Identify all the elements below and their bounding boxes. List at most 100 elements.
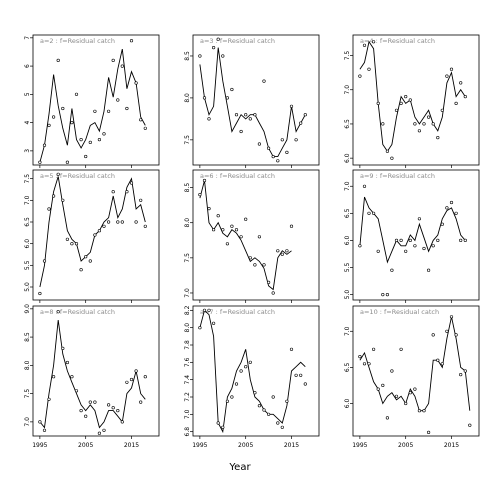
fitted-line	[199, 47, 306, 158]
observation-point	[106, 109, 111, 113]
observation-point	[449, 67, 454, 71]
observation-point	[125, 380, 129, 384]
observation-point	[42, 428, 47, 432]
observation-point	[56, 172, 60, 176]
observation-point	[289, 104, 294, 108]
observation-point	[358, 244, 362, 248]
observation-point	[230, 224, 234, 228]
observation-point	[280, 252, 284, 256]
y-tick-label: 6.5	[344, 119, 351, 129]
y-tick-label: 8.0	[184, 93, 191, 103]
observation-point	[47, 123, 51, 127]
observation-point	[303, 382, 307, 386]
observation-point	[381, 383, 385, 388]
observation-point	[280, 138, 284, 142]
observation-point	[216, 214, 220, 218]
observation-point	[212, 45, 216, 50]
observation-point	[427, 268, 431, 272]
y-tick-label: 7.0	[184, 409, 191, 419]
x-axis-label: Year	[228, 462, 251, 473]
observation-point	[385, 149, 390, 153]
y-tick-label: 7	[24, 36, 31, 40]
observation-point	[93, 400, 97, 404]
observation-point	[51, 375, 56, 379]
observation-point	[225, 242, 229, 246]
observation-point	[367, 362, 371, 366]
observation-point	[88, 400, 92, 404]
observation-point	[139, 198, 143, 202]
observation-point	[134, 369, 138, 373]
panel-2: 7.5 8.0 8.5 a=3 : f=Residual catch	[184, 34, 320, 168]
observation-point	[102, 428, 106, 432]
observation-point	[198, 54, 202, 58]
observation-point	[70, 375, 74, 379]
observation-point	[285, 399, 289, 403]
panel-5: 7.0 7.5 8.0 8.5 a=6 : f=Residual catch	[184, 169, 320, 303]
y-tick-label: 7.5	[184, 253, 191, 263]
observation-point	[106, 403, 111, 407]
observation-point	[207, 117, 211, 121]
observation-point	[93, 109, 97, 113]
observation-point	[70, 120, 74, 125]
observation-point	[463, 94, 467, 99]
observation-point	[358, 355, 362, 359]
observation-point	[417, 409, 422, 413]
observation-point	[97, 229, 101, 233]
panel-title: a=4 : f=Residual catch	[360, 37, 435, 45]
observation-point	[253, 391, 257, 395]
observation-point	[459, 373, 463, 377]
y-tick-label: 7.5	[24, 174, 31, 184]
observation-point	[42, 259, 47, 263]
observation-point	[74, 389, 79, 393]
observation-point	[271, 291, 275, 295]
observation-point	[394, 394, 399, 398]
observation-point	[367, 67, 371, 71]
observation-point	[289, 224, 294, 228]
observation-point	[399, 238, 403, 242]
observation-point	[294, 138, 298, 142]
observation-point	[84, 154, 88, 159]
y-tick-label: 4	[24, 121, 31, 125]
observation-point	[239, 369, 243, 373]
panel-9: 6.0 6.5 7.0 1995 2005 2015 a=10 : f=Residual c…	[344, 305, 480, 449]
observation-point	[248, 256, 252, 260]
y-tick-label: 7.6	[184, 357, 191, 367]
observation-point	[120, 64, 124, 68]
y-tick-label: 7.0	[184, 288, 191, 298]
y-tick-label: 7.4	[184, 375, 191, 385]
y-tick-label: 6.0	[24, 239, 31, 249]
observation-point	[445, 74, 449, 78]
panel-frame	[32, 169, 160, 301]
observation-point	[376, 249, 380, 253]
observation-point	[271, 155, 275, 159]
y-tick-label: 7.5	[184, 135, 191, 145]
observation-point	[454, 101, 458, 105]
observation-point	[111, 58, 115, 63]
y-tick-label: 7.5	[344, 51, 351, 61]
panel-title: a=2 : f=Residual catch	[40, 37, 115, 45]
observation-point	[431, 244, 435, 248]
y-tick-label: 6	[24, 64, 31, 68]
y-tick-label: 5.5	[344, 263, 351, 273]
observation-point	[431, 122, 435, 126]
observation-point	[47, 207, 51, 211]
observation-point	[111, 190, 115, 194]
observation-point	[367, 211, 371, 215]
panel-title: a=7 : f=Residual catch	[200, 308, 275, 316]
observation-point	[440, 108, 444, 112]
y-tick-label: 3	[24, 149, 31, 153]
observation-point	[440, 222, 444, 226]
observation-point	[202, 96, 207, 100]
observation-point	[459, 238, 463, 242]
y-tick-label: 7.0	[24, 417, 31, 427]
x-tick-label: 2015	[284, 442, 299, 449]
observation-point	[362, 362, 367, 366]
observation-point	[244, 217, 248, 221]
observation-point	[70, 242, 74, 246]
observation-point	[93, 233, 97, 237]
observation-point	[143, 224, 147, 228]
panel-title: a=3 : f=Residual catch	[200, 37, 275, 45]
observation-point	[299, 373, 303, 377]
y-tick-label: 6.5	[344, 208, 351, 218]
